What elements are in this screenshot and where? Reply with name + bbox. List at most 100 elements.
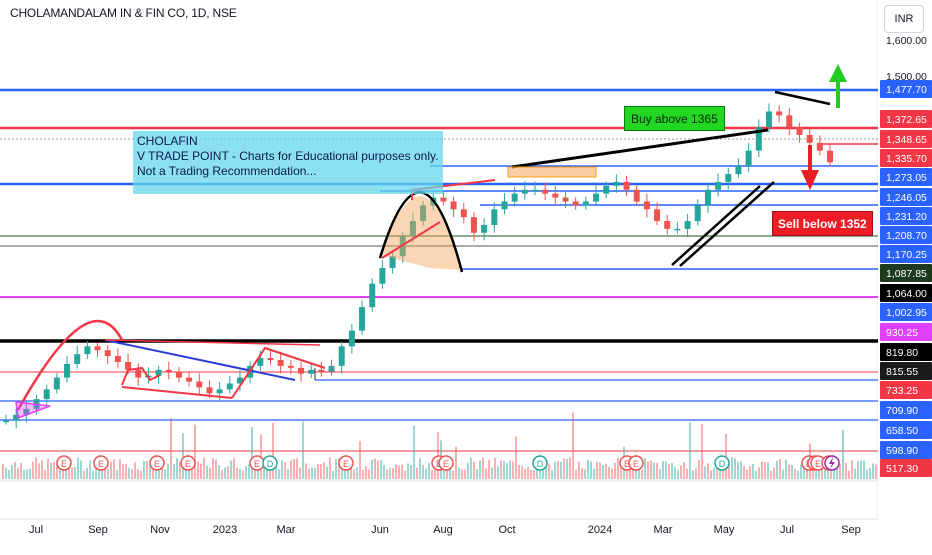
volume-bar — [752, 463, 754, 479]
earnings-marker[interactable]: E — [438, 455, 454, 471]
volume-bar — [266, 462, 268, 479]
volume-bar — [179, 462, 181, 479]
volume-bar — [794, 469, 796, 479]
volume-bar — [506, 463, 508, 479]
price-label: 815.55 — [886, 366, 918, 378]
dividend-marker[interactable]: D — [714, 455, 730, 471]
volume-bar — [722, 469, 724, 479]
volume-bar — [227, 466, 229, 479]
volume-bar — [287, 469, 289, 479]
price-label-bg — [880, 110, 932, 128]
earnings-marker[interactable]: E — [56, 455, 72, 471]
volume-bar — [746, 469, 748, 479]
gridlines — [0, 0, 932, 520]
price-label-bg — [880, 188, 932, 206]
candle-body — [155, 369, 162, 376]
volume-bar — [734, 458, 736, 479]
volume-bar — [347, 462, 349, 479]
volume-bar — [176, 458, 178, 479]
volume-bar — [563, 458, 565, 479]
price-axis[interactable]: 1,600.001,500.001,477.701,372.651,348.65… — [878, 0, 932, 520]
candle-body — [491, 209, 498, 225]
marker-circle — [180, 455, 196, 471]
volume-bar — [11, 465, 13, 479]
dividend-marker[interactable]: D — [262, 455, 278, 471]
candle-body — [43, 389, 50, 400]
earnings-marker[interactable]: E — [338, 455, 354, 471]
volume-bar — [359, 440, 361, 479]
candle-body — [786, 115, 793, 128]
candle-body — [623, 181, 630, 190]
price-label: 598.90 — [886, 445, 918, 457]
left-arc — [16, 319, 124, 411]
volume-bar — [275, 466, 277, 479]
price-label: 1,087.85 — [886, 268, 927, 280]
price-label: 1,231.20 — [886, 211, 927, 223]
volume-bar — [368, 469, 370, 479]
earnings-marker[interactable]: E — [810, 455, 826, 471]
volume-bar — [350, 461, 352, 479]
candle-body — [64, 363, 71, 378]
volume-bar — [698, 459, 700, 479]
price-label-bg — [880, 245, 932, 263]
price-label: 1,246.05 — [886, 192, 927, 204]
marker-circle — [438, 455, 454, 471]
volume-bar — [842, 429, 844, 479]
volume-bar — [596, 461, 598, 479]
volume-bar — [518, 464, 520, 479]
volume-bar — [572, 412, 574, 479]
marker-label: E — [624, 459, 630, 469]
symbol-title: CHOLAMANDALAM IN & FIN CO, 1D, NSE — [10, 6, 237, 20]
dividend-marker[interactable]: D — [532, 455, 548, 471]
candle-body — [633, 189, 640, 202]
candle-body — [389, 256, 396, 269]
earnings-marker[interactable]: E — [249, 455, 265, 471]
volume-bar — [113, 459, 115, 479]
volume-bar — [242, 470, 244, 479]
volume-bar — [773, 467, 775, 479]
candle-body — [674, 228, 681, 231]
volume-bar — [404, 470, 406, 479]
candle-body — [552, 193, 559, 198]
earnings-marker[interactable]: E — [93, 455, 109, 471]
volume-bar — [197, 461, 199, 479]
currency-selector[interactable]: INR — [884, 5, 924, 33]
candle-body — [216, 389, 223, 394]
volume-bar — [548, 463, 550, 479]
time-tick: 2023 — [213, 524, 237, 536]
volume-bar — [236, 467, 238, 479]
volume-bar — [428, 462, 430, 479]
candle-body — [715, 181, 722, 190]
volume-bar — [125, 464, 127, 479]
candle-body — [745, 150, 752, 167]
volume-bar — [299, 467, 301, 479]
support-trendline — [671, 185, 761, 266]
volume-bar — [200, 463, 202, 479]
volume-bar — [434, 469, 436, 479]
time-axis[interactable]: Jul Sep Nov 2023 Mar Jun Aug Oct 2024 Mar May Jul Se… — [29, 524, 861, 536]
candle-body — [257, 358, 264, 366]
volume-bar — [74, 467, 76, 479]
volume-bar — [317, 464, 319, 479]
volume-bar — [425, 468, 427, 479]
volume-bar — [869, 467, 871, 479]
wedge-lower — [121, 386, 233, 399]
volume-bar — [365, 466, 367, 479]
volume-bar — [485, 468, 487, 479]
price-label: 517.30 — [886, 463, 918, 475]
candle-body — [593, 193, 600, 202]
earnings-marker[interactable]: E — [180, 455, 196, 471]
cup-inner-line — [381, 221, 441, 259]
volume-bar — [134, 462, 136, 479]
earnings-marker[interactable]: E — [149, 455, 165, 471]
candle-body — [226, 383, 233, 390]
marker-circle — [338, 455, 354, 471]
earnings-marker[interactable]: E — [628, 455, 644, 471]
volume-bar — [155, 466, 157, 479]
volume-bar — [590, 461, 592, 479]
volume-bar — [644, 457, 646, 479]
volume-bar — [617, 457, 619, 479]
volume-bar — [872, 463, 874, 479]
